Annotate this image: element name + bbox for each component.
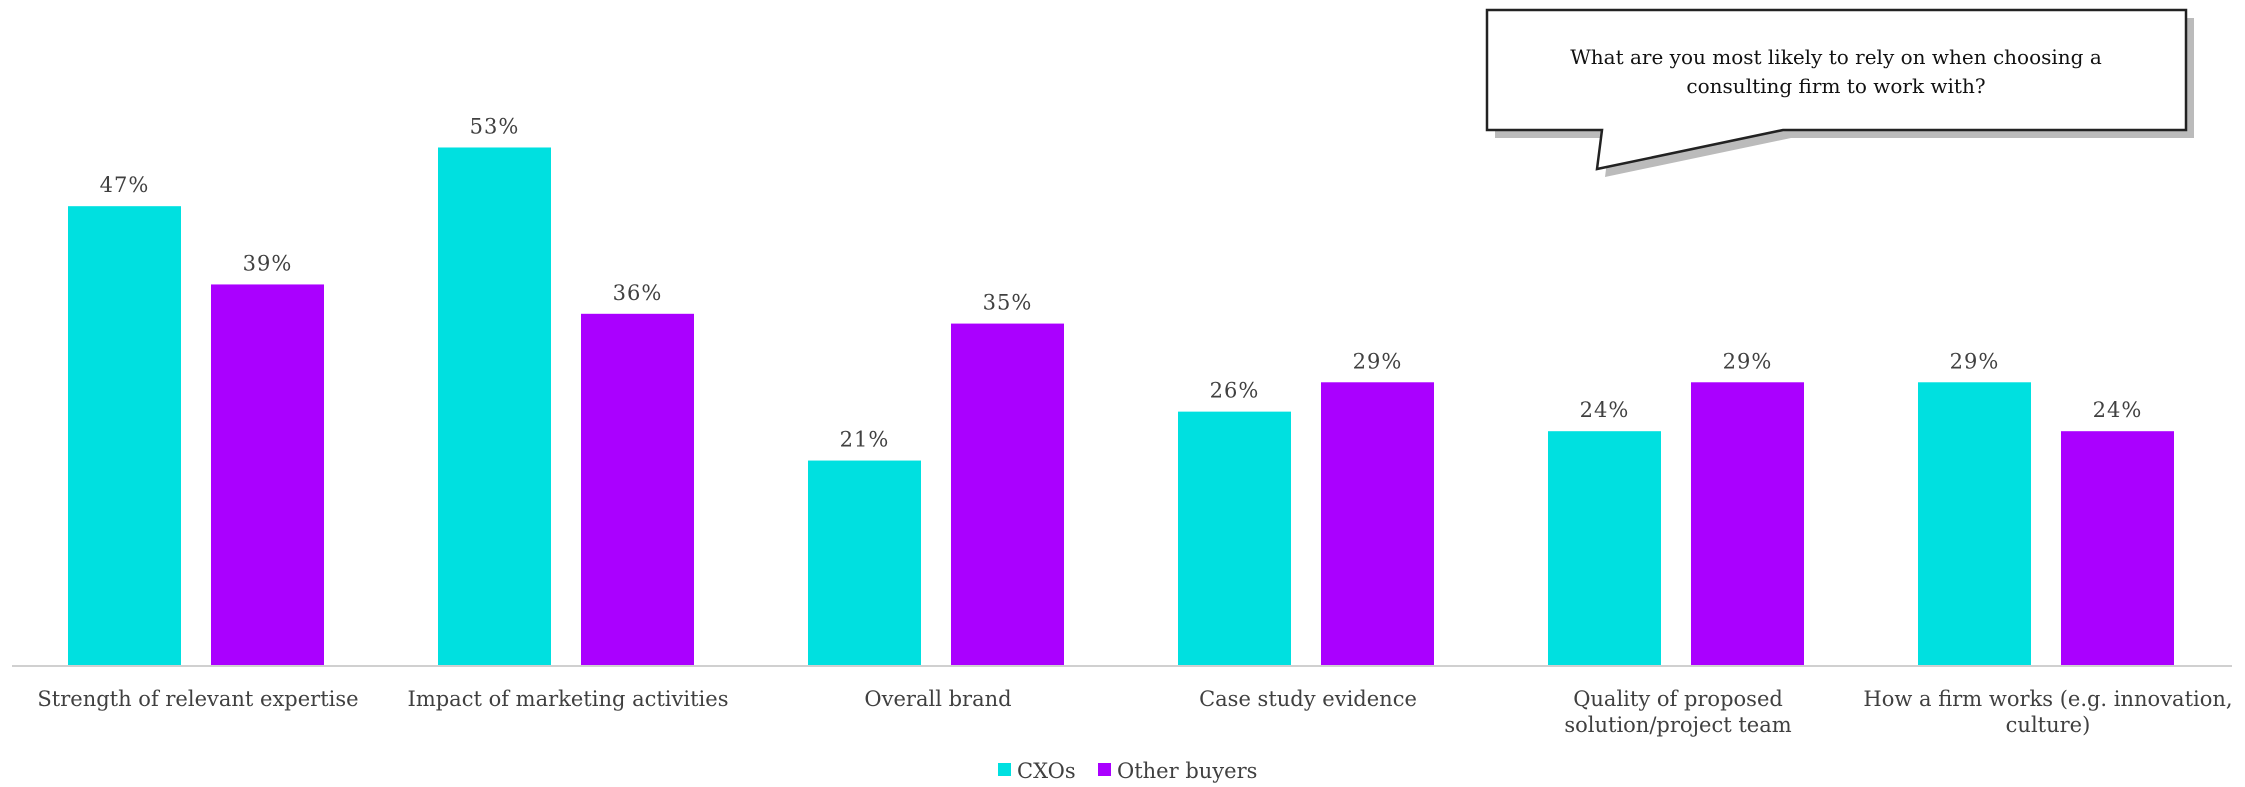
bars-group (68, 147, 2174, 666)
bar-other-buyers-3 (1321, 382, 1434, 666)
bar-other-buyers-4 (1691, 382, 1804, 666)
value-label-other-buyers-3: 29% (1353, 349, 1403, 373)
category-label-2: Overall brand (864, 687, 1011, 711)
legend-swatch-cxos (998, 763, 1011, 776)
legend-label-other-buyers: Other buyers (1117, 759, 1257, 783)
value-label-other-buyers-2: 35% (983, 291, 1033, 315)
category-label-5: How a firm works (e.g. innovation, cultur… (1863, 687, 2232, 737)
bar-cxos-0 (68, 206, 181, 666)
bar-other-buyers-1 (581, 313, 694, 666)
value-label-cxos-3: 26% (1210, 379, 1260, 403)
legend-label-cxos: CXOs (1017, 759, 1076, 783)
bar-other-buyers-5 (2061, 431, 2174, 666)
category-label-1: Impact of marketing activities (408, 687, 729, 711)
value-label-cxos-1: 53% (470, 114, 520, 138)
question-callout: What are you most likely to rely on when… (1485, 8, 2194, 177)
category-label-3: Case study evidence (1199, 687, 1417, 711)
category-label-0: Strength of relevant expertise (37, 687, 358, 711)
value-label-cxos-2: 21% (840, 428, 890, 452)
callout-bubble (1485, 8, 2188, 171)
bar-other-buyers-0 (211, 284, 324, 666)
legend: CXOs Other buyers (998, 759, 1257, 783)
value-label-other-buyers-1: 36% (613, 281, 663, 305)
bar-cxos-4 (1548, 431, 1661, 666)
value-label-other-buyers-0: 39% (243, 251, 293, 275)
bar-cxos-3 (1178, 411, 1291, 666)
callout-text: What are you most likely to rely on when… (1570, 45, 2102, 98)
legend-swatch-other-buyers (1098, 763, 1111, 776)
value-label-cxos-4: 24% (1580, 398, 1630, 422)
category-label-4: Quality of proposed solution/project team (1564, 687, 1791, 737)
value-label-other-buyers-5: 24% (2093, 398, 2143, 422)
bar-cxos-5 (1918, 382, 2031, 666)
bar-cxos-1 (438, 147, 551, 666)
value-label-other-buyers-4: 29% (1723, 349, 1773, 373)
value-label-cxos-5: 29% (1950, 349, 2000, 373)
value-labels-group: 47% 39% 53% 36% 21% 35% 26% 29% 24% 29% 29% 24% (100, 114, 2143, 452)
value-label-cxos-0: 47% (100, 173, 150, 197)
category-labels-group: Strength of relevant expertise Impact of … (37, 687, 2232, 737)
bar-other-buyers-2 (951, 323, 1064, 666)
bar-cxos-2 (808, 460, 921, 666)
